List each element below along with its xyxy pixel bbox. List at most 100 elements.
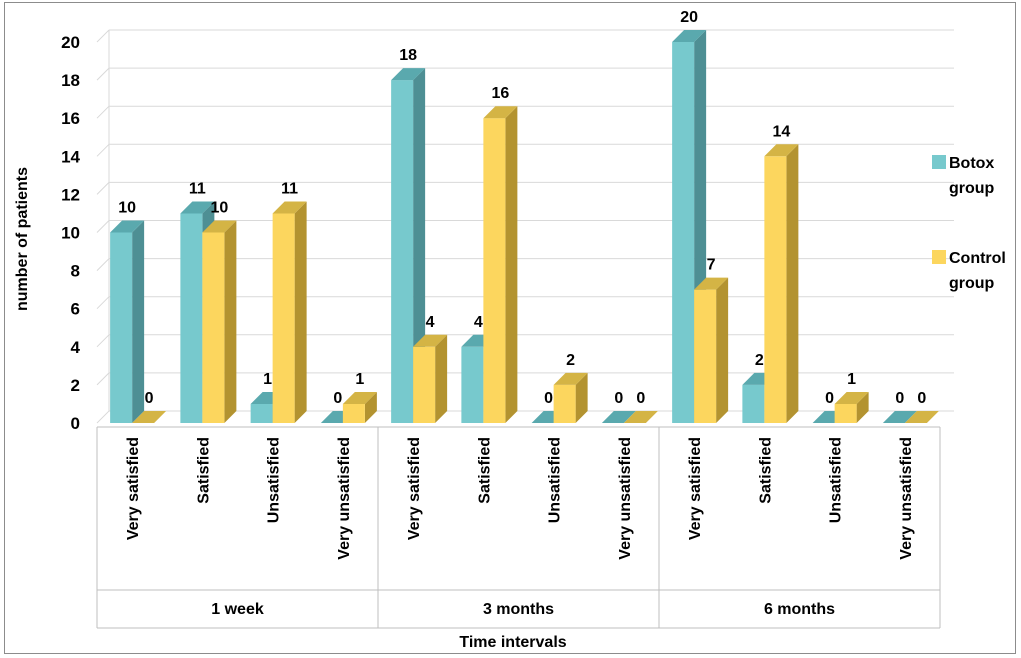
data-label: 0 bbox=[917, 390, 926, 407]
bar-top bbox=[132, 411, 167, 423]
gridline-depth bbox=[96, 220, 110, 233]
gridline-depth bbox=[96, 296, 110, 310]
legend-swatch bbox=[932, 250, 946, 264]
gridline-depth bbox=[96, 143, 110, 157]
y-axis-title: number of patients bbox=[14, 167, 31, 311]
bar-front bbox=[483, 118, 506, 423]
bar-side bbox=[575, 372, 588, 423]
control-bar bbox=[342, 391, 377, 423]
data-label: 1 bbox=[355, 371, 364, 388]
bar-top bbox=[391, 68, 426, 81]
category-label: Unsatisfied bbox=[266, 437, 283, 523]
bar-front bbox=[694, 289, 717, 423]
gridline-depth bbox=[96, 29, 110, 43]
data-label: 2 bbox=[755, 352, 764, 369]
bar-side bbox=[786, 144, 799, 424]
data-label: 10 bbox=[118, 200, 136, 217]
group-label: 1 week bbox=[211, 601, 264, 618]
data-label: 7 bbox=[707, 257, 716, 274]
bar-side bbox=[224, 220, 237, 423]
control-bar bbox=[694, 277, 729, 423]
y-tick-label: 8 bbox=[71, 262, 80, 281]
gridline-depth bbox=[96, 182, 110, 195]
bar-front bbox=[180, 213, 203, 423]
control-bar bbox=[764, 144, 799, 424]
y-tick-label: 16 bbox=[61, 109, 80, 128]
bar-side bbox=[505, 106, 518, 423]
bar-side bbox=[716, 277, 729, 423]
data-label: 0 bbox=[636, 390, 645, 407]
bar-side bbox=[856, 391, 869, 423]
control-bar bbox=[904, 411, 939, 423]
y-tick-label: 14 bbox=[61, 147, 80, 166]
data-label: 0 bbox=[333, 390, 342, 407]
bar-side bbox=[132, 220, 145, 423]
bar-top bbox=[413, 334, 448, 347]
group-label: 3 months bbox=[483, 601, 554, 618]
bar-top bbox=[202, 220, 237, 233]
gridline-depth bbox=[96, 105, 110, 119]
gridline-depth bbox=[96, 258, 110, 271]
data-label: 1 bbox=[847, 371, 856, 388]
botox-bar bbox=[391, 68, 426, 423]
bar-front bbox=[834, 403, 857, 423]
data-label: 4 bbox=[474, 314, 483, 331]
data-label: 14 bbox=[772, 123, 790, 140]
bar-top bbox=[483, 106, 518, 119]
bar-top bbox=[904, 411, 939, 423]
control-bar bbox=[553, 372, 588, 423]
data-label: 0 bbox=[614, 390, 623, 407]
bar-front bbox=[391, 80, 414, 423]
bar-side bbox=[364, 391, 377, 423]
bar-top bbox=[672, 30, 707, 42]
bars bbox=[110, 30, 939, 424]
bar-front bbox=[672, 42, 695, 423]
legend-label: Botox bbox=[949, 155, 994, 172]
data-label: 1 bbox=[263, 371, 272, 388]
control-bar bbox=[132, 411, 167, 423]
bar-top bbox=[272, 201, 307, 214]
category-label: Satisfied bbox=[757, 437, 774, 504]
category-label: Unsatisfied bbox=[547, 437, 564, 523]
x-axis-title: Time intervals bbox=[459, 634, 566, 651]
bar-top bbox=[834, 391, 869, 404]
y-tick-label: 18 bbox=[61, 71, 80, 90]
bar-top bbox=[342, 391, 377, 404]
category-label: Unsatisfied bbox=[828, 437, 845, 523]
y-tick-label: 4 bbox=[71, 338, 81, 357]
category-label: Very satisfied bbox=[406, 437, 423, 540]
gridlines bbox=[96, 29, 954, 424]
data-label: 16 bbox=[491, 85, 509, 102]
legend: Botox group Control group bbox=[932, 155, 1006, 292]
bar-top bbox=[110, 220, 145, 233]
control-bar bbox=[834, 391, 869, 423]
bar-top bbox=[764, 144, 799, 157]
bar-front bbox=[461, 346, 484, 423]
y-tick-label: 10 bbox=[61, 224, 80, 243]
data-label: 11 bbox=[281, 180, 298, 197]
data-label: 18 bbox=[399, 47, 417, 64]
bar-front bbox=[272, 213, 295, 423]
data-label: 2 bbox=[566, 352, 575, 369]
bar-side bbox=[294, 201, 307, 423]
control-bar bbox=[272, 201, 307, 423]
botox-legend-item: Botox group bbox=[932, 155, 995, 197]
category-label: Satisfied bbox=[195, 437, 212, 504]
bar-top bbox=[694, 277, 729, 290]
legend-label: group bbox=[949, 275, 995, 292]
category-label: Very satisfied bbox=[687, 437, 704, 540]
bar-front bbox=[764, 156, 787, 424]
data-label: 11 bbox=[189, 180, 206, 197]
data-label: 4 bbox=[426, 314, 435, 331]
y-tick-label: 6 bbox=[71, 300, 80, 319]
control-bar bbox=[202, 220, 237, 423]
legend-label: group bbox=[949, 180, 995, 197]
bar-front bbox=[110, 232, 133, 423]
data-label: 0 bbox=[544, 390, 553, 407]
control-bar bbox=[483, 106, 518, 423]
y-tick-label: 0 bbox=[71, 414, 80, 433]
bar-front bbox=[250, 403, 273, 423]
bar-front bbox=[342, 403, 365, 423]
bar-side bbox=[435, 334, 448, 423]
